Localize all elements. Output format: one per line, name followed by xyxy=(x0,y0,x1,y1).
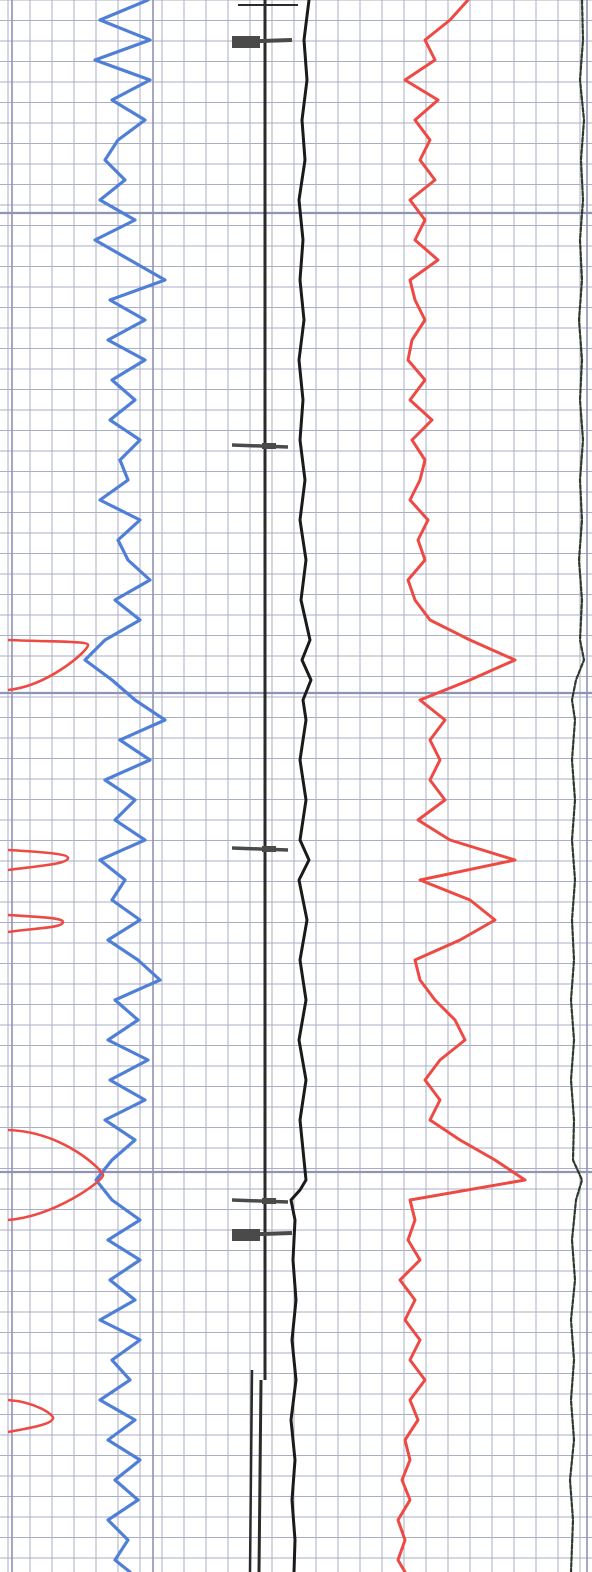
track-boundaries xyxy=(11,0,588,1572)
depth-marker-block xyxy=(262,443,276,449)
red-spike xyxy=(7,638,90,692)
red-spike xyxy=(7,913,65,934)
depth-marker xyxy=(231,1231,293,1237)
series-red_main xyxy=(396,0,527,1572)
depth-marker xyxy=(231,38,293,44)
depth-markers xyxy=(231,36,293,1241)
depth-marker-block xyxy=(262,1198,276,1204)
depth-marker xyxy=(231,443,289,449)
depth-marker-block xyxy=(262,846,276,852)
depth-marker xyxy=(231,846,289,852)
series-group xyxy=(83,0,586,1572)
red-spikes xyxy=(7,638,105,1434)
caliper-line xyxy=(257,1379,263,1572)
series-right_edge xyxy=(568,0,586,1572)
red-spike xyxy=(7,1128,105,1222)
red-spike xyxy=(7,1398,55,1434)
red-spike xyxy=(7,848,70,872)
caliper-line xyxy=(248,1369,254,1572)
series-blue xyxy=(83,0,167,1572)
depth-marker xyxy=(231,1198,289,1204)
series-black xyxy=(289,0,313,1572)
